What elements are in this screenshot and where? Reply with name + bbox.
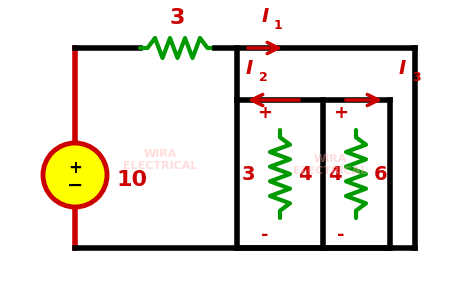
Text: +: + — [257, 104, 273, 122]
Text: 10: 10 — [117, 170, 148, 190]
Text: 2: 2 — [259, 71, 268, 84]
Text: WIRA
ELECTRICAL: WIRA ELECTRICAL — [293, 154, 367, 176]
Text: +: + — [334, 104, 348, 122]
Text: -: - — [261, 226, 269, 244]
Text: 1: 1 — [274, 19, 283, 32]
Text: 3: 3 — [242, 164, 255, 183]
Text: I: I — [246, 59, 253, 78]
Text: 4: 4 — [298, 164, 311, 183]
Text: 4: 4 — [328, 164, 342, 183]
Text: −: − — [67, 176, 83, 194]
Circle shape — [43, 143, 107, 207]
Text: 3: 3 — [412, 71, 420, 84]
Text: WIRA
ELECTRICAL: WIRA ELECTRICAL — [123, 149, 197, 171]
Text: I: I — [261, 7, 269, 26]
Text: -: - — [337, 226, 345, 244]
Text: 3: 3 — [170, 8, 185, 28]
Text: +: + — [68, 159, 82, 177]
Text: 6: 6 — [374, 164, 388, 183]
Text: I: I — [398, 59, 406, 78]
